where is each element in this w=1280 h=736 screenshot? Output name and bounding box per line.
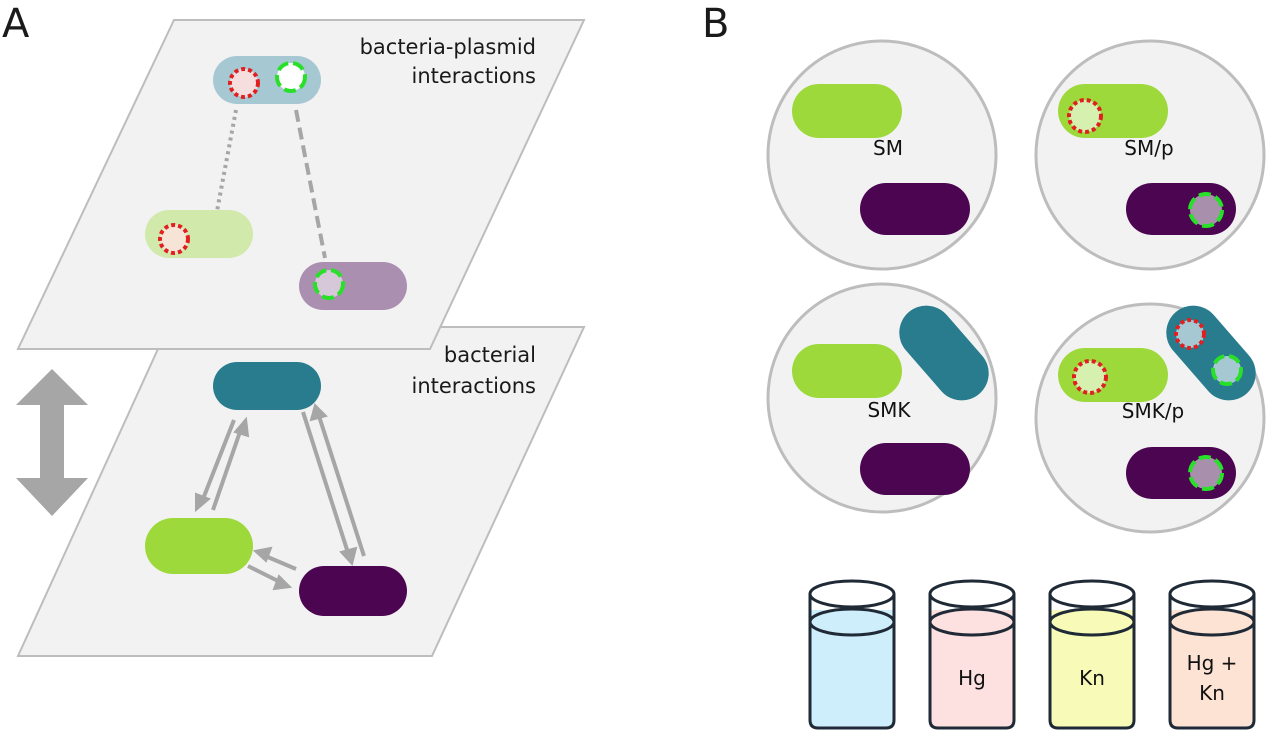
purple-cell: [299, 566, 407, 616]
flask-label: Hg: [958, 666, 986, 690]
purple-cell: [860, 443, 970, 495]
dish-smk: SMK: [766, 282, 998, 514]
plasmid-link-green: [294, 109, 327, 259]
plasmid-green-icon: [1188, 455, 1224, 491]
flask-no-antibiotic: [808, 579, 896, 730]
flask-hg-kn: Hg + Kn: [1168, 579, 1256, 730]
green-cell: [145, 518, 253, 574]
plasmid-red-icon: [158, 223, 190, 255]
panel-b-letter: B: [702, 1, 729, 47]
dish-label: SMK: [867, 398, 911, 422]
lower-plane-label-line1: bacterial: [444, 343, 536, 367]
upper-plane-label-line1: bacteria-plasmid: [360, 35, 536, 59]
teal-cell: [213, 362, 321, 410]
double-headed-vertical-arrow-icon: [16, 369, 88, 516]
plasmid-green-icon: [313, 268, 345, 300]
interaction-arrows: [195, 403, 366, 591]
flask-label: Kn: [1079, 666, 1105, 690]
flask-kn: Kn: [1048, 579, 1136, 730]
upper-plane: [16, 19, 586, 350]
lower-plane: [16, 326, 586, 657]
plasmid-link-red: [215, 109, 238, 212]
dish-label: SM/p: [1124, 136, 1173, 160]
green-cell: [792, 84, 902, 138]
plasmid-red-icon: [1174, 318, 1206, 350]
flask-label-line2: Kn: [1199, 681, 1225, 705]
dish-label: SM: [873, 136, 903, 160]
dish-label: SMK/p: [1122, 399, 1185, 423]
plasmid-red-icon: [1072, 359, 1108, 395]
dish-smk-p: SMK/p: [1034, 302, 1266, 534]
purple-cell: [860, 183, 970, 235]
plasmid-green-icon: [1188, 192, 1224, 228]
plasmid-red-icon: [228, 67, 260, 99]
flask-hg: Hg: [928, 579, 1016, 730]
upper-plane-label-line2: interactions: [411, 64, 536, 88]
plasmid-red-icon: [1067, 98, 1103, 134]
panel-a-letter: A: [2, 1, 30, 47]
plasmid-green-icon: [1211, 354, 1243, 386]
dish-sm-p: SM/p: [1034, 39, 1266, 271]
plasmid-green-icon: [275, 61, 307, 93]
teal-cell-rotated: [899, 305, 989, 401]
flask-label-line1: Hg +: [1187, 651, 1238, 675]
lower-plane-label-line2: interactions: [411, 374, 536, 398]
dish-sm: SM: [766, 39, 998, 271]
green-cell: [792, 344, 902, 398]
